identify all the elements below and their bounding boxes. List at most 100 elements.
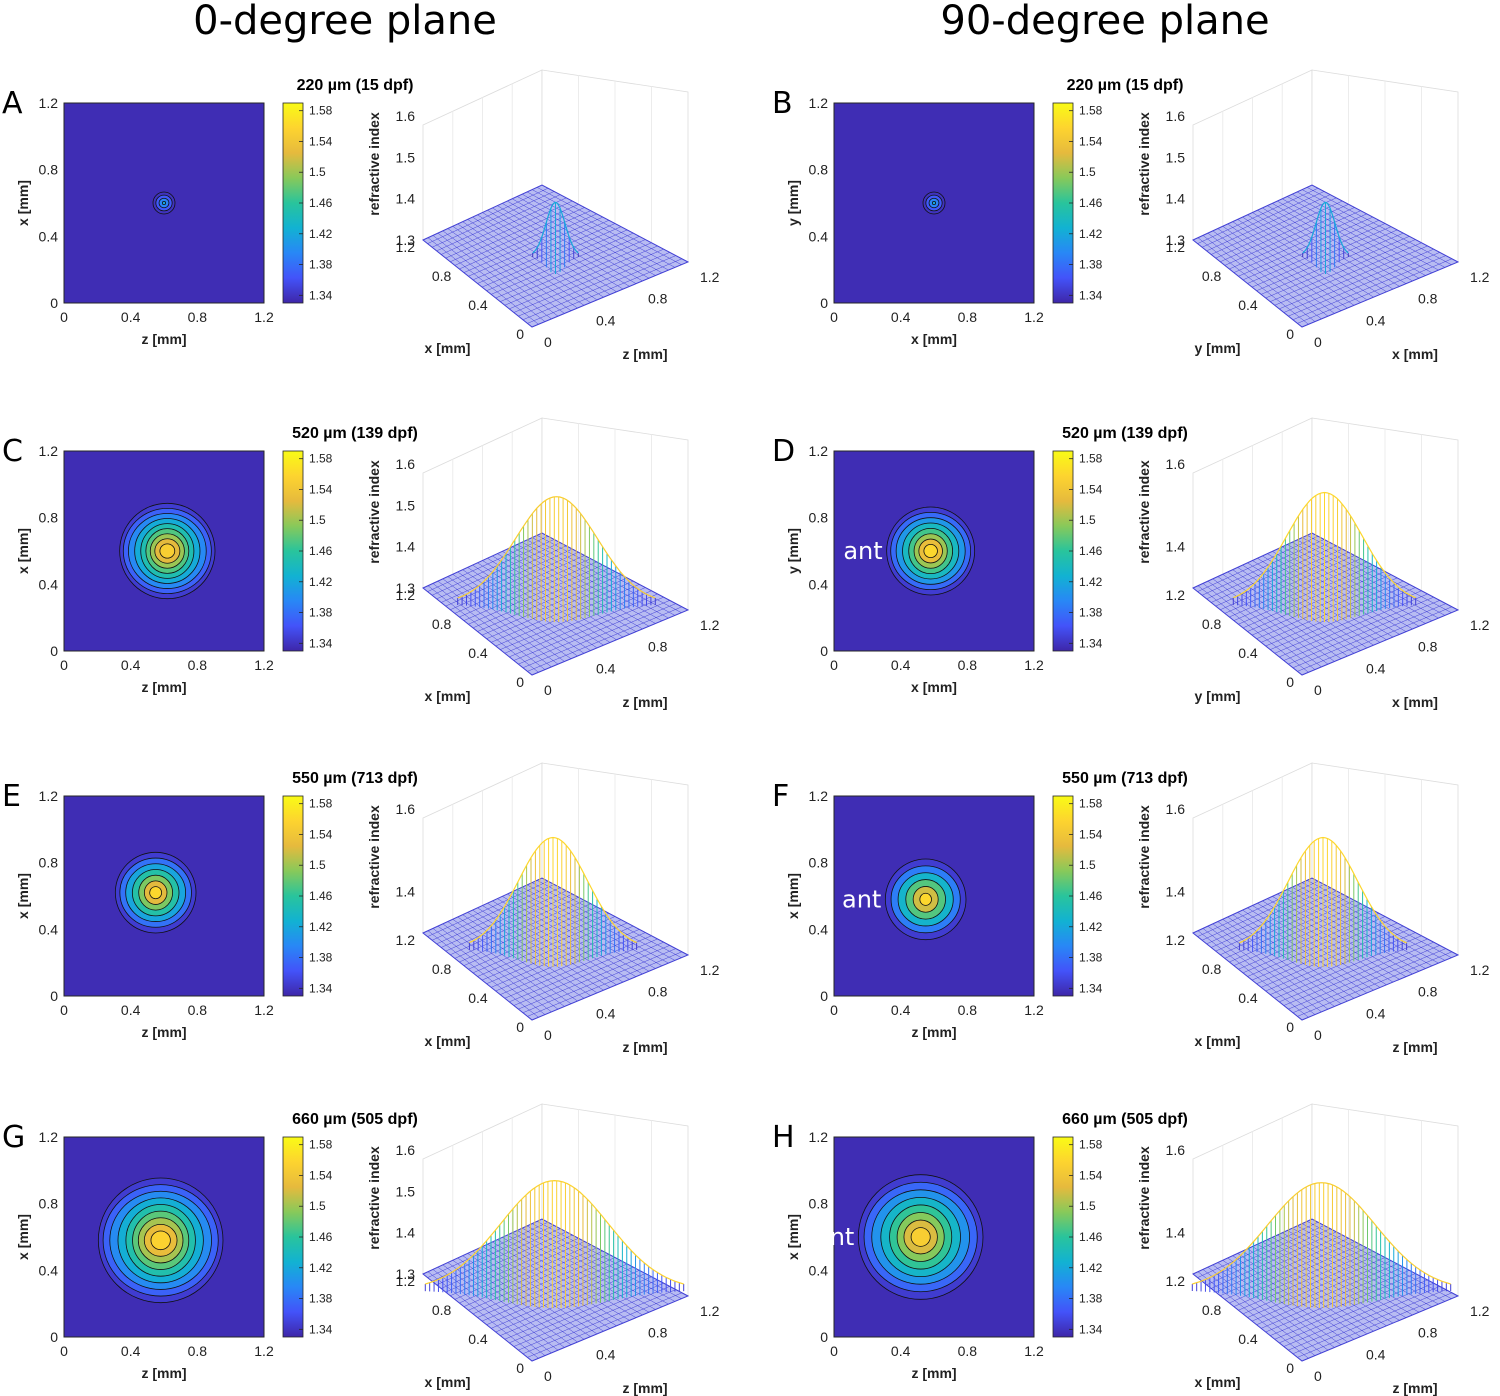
surf-y-tick: 0.4 [1238,1331,1258,1347]
colorbar-tick: 1.5 [1079,165,1096,179]
surf-mesh-line [1306,1221,1452,1299]
map-x-tick: 0.8 [958,1002,978,1018]
surf-mesh-line [527,191,669,271]
map-x-tick: 0 [60,309,68,325]
colorbar-tick: 1.38 [309,1292,333,1306]
surf-mesh-line [1292,193,1433,274]
surf-peak-outline [1233,491,1416,599]
map-y-tick: 0.4 [39,576,59,592]
map-x-tick: 0.4 [891,1002,911,1018]
map-y-tick: 0.4 [39,1262,59,1278]
surf-peak-outline [457,496,656,599]
surf-y-tick: 0.4 [468,297,488,313]
surf-x-tick: 1.2 [700,1303,720,1319]
surf-mesh-line [1292,886,1433,967]
colorbar-tick: 1.38 [1079,1292,1103,1306]
colorbar-tick: 1.58 [1079,1138,1103,1152]
surf-z-label: refractive index [1136,805,1152,909]
colorbar-tick: 1.5 [309,165,326,179]
map-y-tick: 1.2 [809,1129,829,1145]
surf-y-tick: 0.8 [432,1302,452,1318]
map-y-tick: 0 [820,988,828,1004]
surf-peak-outline [1192,1182,1451,1285]
colorbar-tick: 1.34 [309,1322,333,1336]
colorbar-tick: 1.42 [309,1261,333,1275]
colorbar-tick: 1.46 [309,196,333,210]
map-y-tick: 0.4 [809,1262,829,1278]
surf-peak-outline [1239,836,1407,944]
map-y-label: x [mm] [785,873,801,919]
surf-x-tick: 0.8 [648,1325,668,1341]
surf-y-tick: 0.8 [1202,961,1222,977]
surf-peak-outline [1302,201,1349,254]
colorbar-tick: 1.54 [1079,482,1103,496]
surf-mesh-line [1292,1289,1446,1354]
surf-mesh-line [536,535,682,613]
surf-x-label: z [mm] [622,694,667,710]
colorbar-tick: 1.46 [1079,196,1103,210]
map-x-label: z [mm] [141,679,186,695]
surf-mesh-line [527,1292,683,1358]
surf-z-tick: 1.5 [396,497,416,513]
surf-z-tick: 1.6 [396,456,416,472]
surf-y-label: x [mm] [425,340,471,356]
colorbar-tick: 1.54 [309,1168,333,1182]
surf-y-tick: 0 [1286,674,1294,690]
surf-mesh-line [1297,884,1439,964]
surf-x-label: z [mm] [1392,1380,1437,1396]
colorbar-tick: 1.46 [1079,1230,1103,1244]
surf-x-label: z [mm] [622,1039,667,1055]
surf-x-tick: 0.8 [648,291,668,307]
colorbar-tick: 1.46 [309,1230,333,1244]
surf-z-tick: 1.4 [396,539,416,555]
colorbar-tick: 1.34 [1079,1322,1103,1336]
surf-y-label: x [mm] [1195,1374,1241,1390]
surf-mesh-line [527,884,669,964]
surf-mesh-line [1306,187,1452,265]
map-y-tick: 0.8 [39,855,59,871]
map-y-label: x [mm] [15,528,31,574]
surf-mesh-line [522,948,676,1013]
panel-title: 520 µm (139 dpf) [1062,425,1188,442]
surf-mesh-line [536,187,682,265]
panel-letter: B [772,86,793,121]
map-y-label: x [mm] [15,873,31,919]
surf-x-tick: 0.8 [648,639,668,655]
colorbar-tick: 1.34 [1079,636,1103,650]
surf-y-tick: 0.8 [1202,1302,1222,1318]
colorbar-tick: 1.5 [1079,1199,1096,1213]
colorbar-tick: 1.34 [309,288,333,302]
colorbar-tick: 1.34 [309,636,333,650]
surf-mesh-line [1288,600,1440,665]
map-y-tick: 1.2 [39,1129,59,1145]
surf-x-tick: 0.4 [596,312,616,328]
annotation-ant: ant [815,1223,854,1251]
panel-letter: H [772,1120,795,1155]
map-y-tick: 0.8 [39,510,59,526]
surf-mesh-line [527,258,683,324]
surf-y-tick: 0.4 [468,1331,488,1347]
contour-level [150,1230,171,1251]
map-x-tick: 0.8 [958,1343,978,1359]
surf-z-tick: 1.3 [396,232,416,248]
contour-level [161,200,167,206]
colorbar-tick: 1.42 [309,920,333,934]
map-x-label: z [mm] [141,1024,186,1040]
colorbar-tick: 1.46 [1079,889,1103,903]
annotation-ant: ant [843,537,882,565]
surf-x-tick: 0 [1314,1027,1322,1043]
surf-z-tick: 1.6 [1166,1142,1186,1158]
map-y-tick: 0 [50,295,58,311]
surf-mesh-line [518,945,670,1010]
surf-y-tick: 1.2 [1166,587,1186,603]
colorbar-tick: 1.38 [309,951,333,965]
colorbar-tick: 1.54 [1079,1168,1103,1182]
surf-x-label: x [mm] [1392,346,1438,362]
map-x-tick: 0 [60,1002,68,1018]
map-x-tick: 0.4 [121,1343,141,1359]
surf-mesh-line [1297,606,1453,672]
surf-z-tick: 1.6 [396,108,416,124]
colorbar-tick: 1.42 [1079,1261,1103,1275]
map-x-tick: 1.2 [1024,657,1044,673]
